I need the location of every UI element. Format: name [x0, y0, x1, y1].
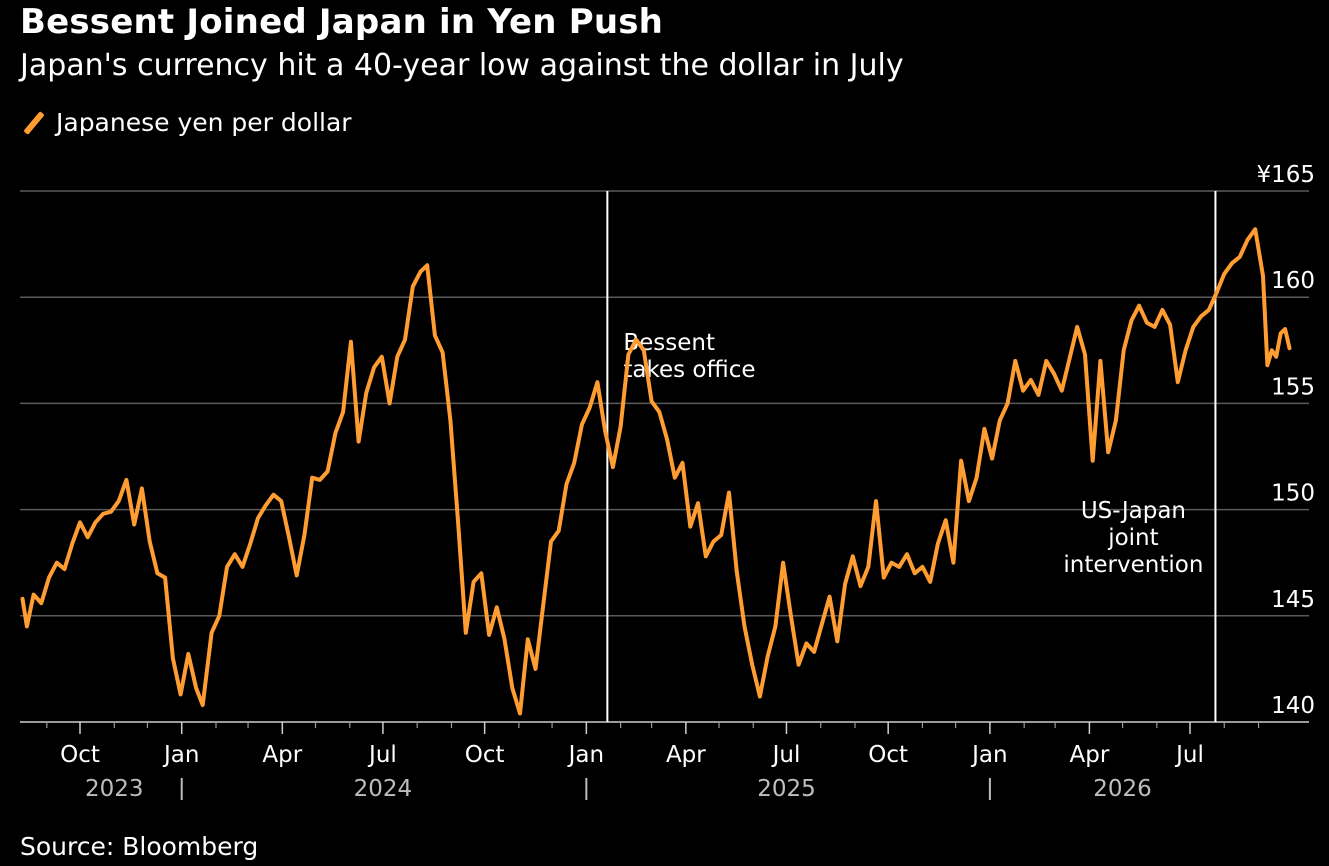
y-tick-label-160: 160 — [1271, 268, 1315, 294]
x-tick-label-3: Jul — [367, 742, 397, 768]
axis-ticks: ¥165 160 155 150 145 140 Oct Jan Apr Jul Oct Jan Apr… — [46, 162, 1315, 802]
x-tick-label-4: Oct — [465, 742, 505, 768]
legend-label: Japanese yen per dollar — [56, 108, 352, 137]
x-tick-label-6: Apr — [666, 742, 706, 768]
chart-title: Bessent Joined Japan in Yen Push — [20, 2, 664, 42]
series-line-yen-per-dollar — [20, 227, 1292, 716]
year-label-2023: 2023 — [85, 776, 144, 802]
y-tick-label-145: 145 — [1271, 587, 1315, 613]
x-tick-label-2: Apr — [262, 742, 302, 768]
y-tick-label-155: 155 — [1271, 374, 1315, 400]
x-tick-label-11: Jul — [1174, 742, 1204, 768]
annotation-text-1-2: intervention — [1063, 552, 1203, 578]
year-label-2025: 2025 — [757, 776, 816, 802]
x-tick-label-9: Jan — [970, 742, 1007, 768]
annotation-text-0-1: takes office — [623, 357, 755, 383]
series-group — [20, 227, 1292, 716]
chart-subtitle: Japan's currency hit a 40-year low again… — [20, 48, 904, 83]
x-tick-label-1: Jan — [162, 742, 199, 768]
source-note: Source: Bloomberg — [20, 832, 259, 861]
annotation-text-1-0: US-Japan — [1081, 498, 1186, 524]
x-tick-label-10: Apr — [1069, 742, 1109, 768]
x-tick-label-5: Jan — [567, 742, 604, 768]
y-tick-label-140: 140 — [1271, 693, 1315, 719]
x-tick-label-8: Oct — [868, 742, 908, 768]
annotation-text-1-1: joint — [1107, 525, 1158, 551]
x-tick-label-0: Oct — [60, 742, 100, 768]
y-tick-label-165: ¥165 — [1256, 162, 1315, 188]
year-label-2024: 2024 — [354, 776, 413, 802]
x-tick-label-7: Jul — [771, 742, 801, 768]
year-label-2026: 2026 — [1093, 776, 1152, 802]
legend: Japanese yen per dollar — [22, 108, 352, 137]
y-tick-label-150: 150 — [1271, 481, 1315, 507]
grid-lines — [20, 190, 1309, 723]
